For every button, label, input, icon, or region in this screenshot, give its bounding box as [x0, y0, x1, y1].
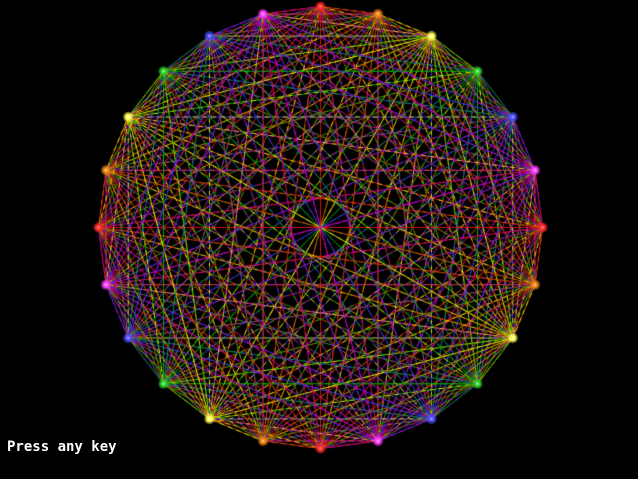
press-any-key-prompt: Press any key to continue...: [7, 410, 125, 479]
prompt-line-1: Press any key: [7, 439, 117, 455]
